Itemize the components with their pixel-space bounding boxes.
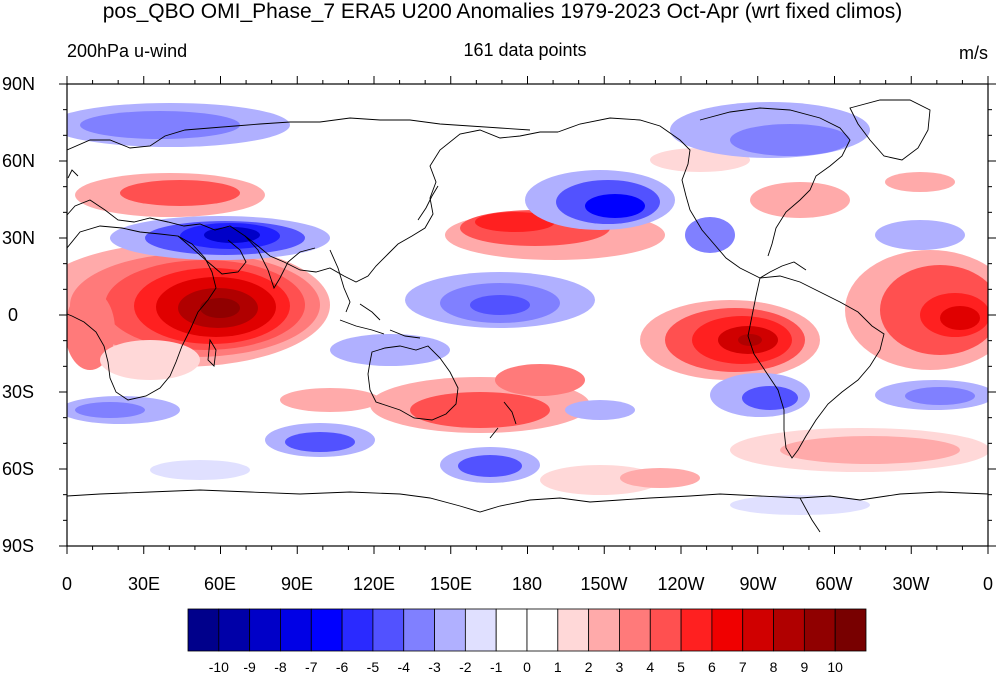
colorbar-box [495,608,528,652]
y-tick-label: 30N [2,228,36,248]
x-tick-label: 60E [203,574,237,594]
colorbar-label: 2 [584,659,593,675]
colorbar-label: 9 [800,659,809,675]
colorbar-label: 10 [827,659,843,675]
colorbar-box [557,608,590,652]
colorbar-label: -4 [397,659,410,675]
colorbar-box [588,608,620,652]
x-tick-label: 0 [982,574,993,594]
colorbar-box [680,608,713,652]
colorbar-box [372,608,405,652]
colorbar-box [341,608,374,652]
colorbar-label: 5 [677,659,685,675]
x-tick-label: 30E [127,574,161,594]
x-tick-label: 180 [511,574,543,594]
colorbar-label: -8 [274,659,287,675]
colorbar-label: -9 [243,659,256,675]
colorbar-box [803,608,836,652]
colorbar-box [649,608,682,652]
colorbar-label: -1 [489,659,503,675]
x-tick-label: 0 [61,574,72,594]
colorbar-label: 7 [738,659,747,675]
y-tick-label: 90N [2,74,36,94]
x-tick-label: 30W [892,574,930,594]
figure-title: pos_QBO OMI_Phase_7 ERA5 U200 Anomalies … [102,0,903,23]
colorbar [187,608,867,652]
x-tick-label: 120W [657,574,705,594]
colorbar-label: 0 [523,659,531,675]
map-field [67,84,988,546]
colorbar-label: -6 [335,659,349,675]
colorbar-label: 1 [553,659,562,675]
x-tick-label: 60W [815,574,853,594]
colorbar-label: 3 [615,659,624,675]
colorbar-label: -5 [366,659,380,675]
colorbar-label: -7 [305,659,318,675]
units-label: m/s [959,43,988,63]
colorbar-box [773,608,805,652]
colorbar-box [249,608,281,652]
colorbar-box [619,608,651,652]
axis-ticks [59,76,996,554]
colorbar-box [280,608,312,652]
anomaly-contours [67,102,988,515]
colorbar-box [310,608,343,652]
x-tick-label: 90W [739,574,777,594]
colorbar-label: 8 [769,659,778,675]
colorbar-box [526,608,559,652]
colorbar-box [403,608,435,652]
y-tick-label: 60N [2,151,36,171]
x-tick-label: 120E [352,574,396,594]
y-tick-label: 90S [2,536,35,556]
colorbar-label: 6 [708,659,716,675]
y-tick-label: 60S [2,459,35,479]
colorbar-box [218,608,251,652]
colorbar-label: -3 [428,659,441,675]
colorbar-box [464,608,497,652]
colorbar-box [434,608,466,652]
colorbar-label: 4 [646,659,655,675]
x-tick-label: 150E [429,574,473,594]
colorbar-box [834,608,867,652]
data-points-label: 161 data points [463,40,587,60]
coastlines [67,99,988,533]
variable-label: 200hPa u-wind [67,41,188,61]
y-tick-label: 0 [8,305,19,325]
colorbar-label: -2 [459,659,472,675]
colorbar-label: -10 [208,659,229,675]
colorbar-box [187,608,220,652]
colorbar-box [711,608,744,652]
x-tick-label: 150W [580,574,628,594]
colorbar-box [742,608,774,652]
x-tick-label: 90E [280,574,314,594]
y-tick-label: 30S [2,382,35,402]
